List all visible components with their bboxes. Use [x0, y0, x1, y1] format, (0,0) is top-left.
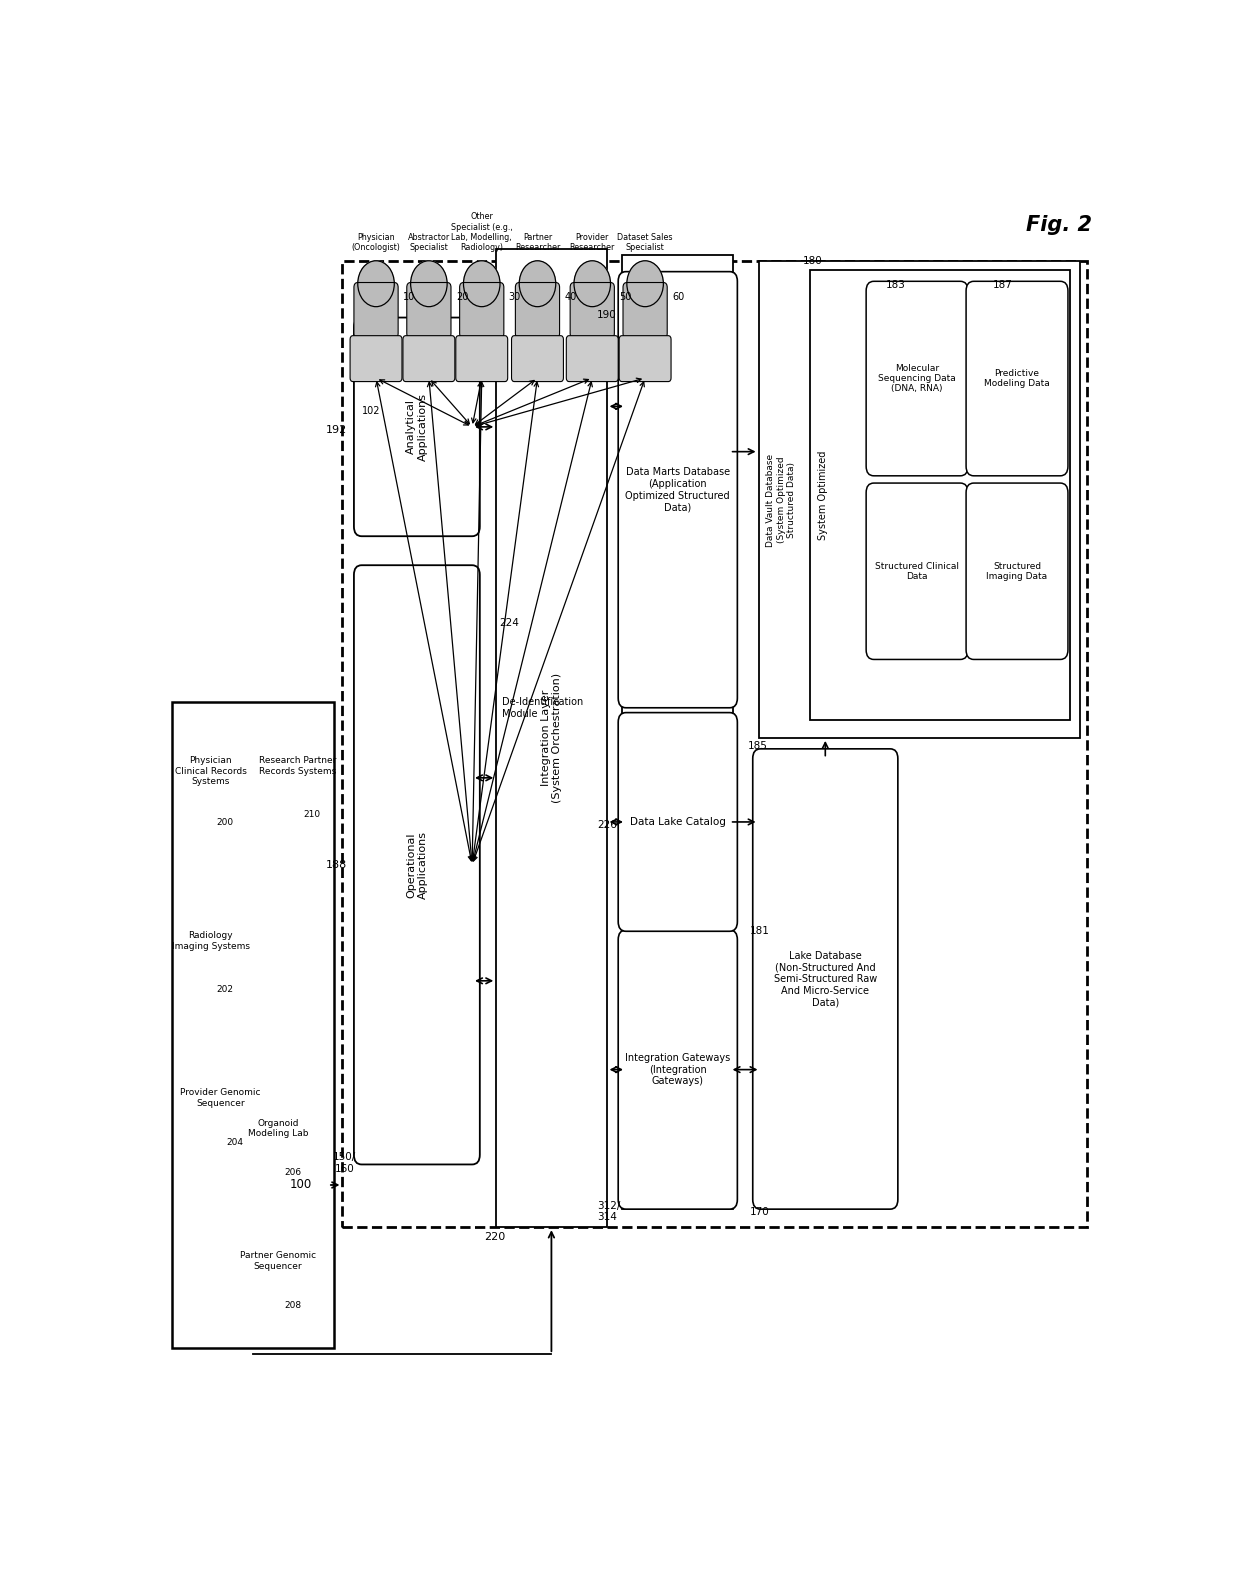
Text: Predictive
Modeling Data: Predictive Modeling Data — [985, 369, 1050, 388]
Text: Structured
Imaging Data: Structured Imaging Data — [987, 562, 1048, 581]
Text: Radiology
Imaging Systems: Radiology Imaging Systems — [171, 932, 249, 951]
Text: De-Identification
Module: De-Identification Module — [502, 697, 583, 719]
Text: Molecular
Sequencing Data
(DNA, RNA): Molecular Sequencing Data (DNA, RNA) — [878, 364, 956, 394]
Text: 226: 226 — [596, 821, 618, 830]
Text: Analytical
Applications: Analytical Applications — [405, 392, 428, 461]
Text: 210: 210 — [303, 810, 320, 819]
FancyBboxPatch shape — [619, 271, 738, 708]
Circle shape — [574, 260, 610, 306]
Text: Structured Clinical
Data: Structured Clinical Data — [875, 562, 959, 581]
Text: Dataset Sales
Specialist: Dataset Sales Specialist — [618, 232, 673, 253]
Text: 180: 180 — [802, 256, 822, 265]
Text: Research Partner
Records Systems: Research Partner Records Systems — [259, 756, 336, 775]
FancyBboxPatch shape — [753, 748, 898, 1210]
Text: 202: 202 — [217, 985, 233, 993]
FancyBboxPatch shape — [619, 336, 671, 381]
Text: 100: 100 — [290, 1178, 311, 1191]
Bar — [759, 260, 1080, 737]
FancyBboxPatch shape — [619, 712, 738, 932]
Text: System Optimized: System Optimized — [818, 450, 828, 540]
Text: Partner Genomic
Sequencer: Partner Genomic Sequencer — [241, 1252, 316, 1271]
Circle shape — [520, 260, 556, 306]
Text: 50: 50 — [619, 292, 631, 301]
Text: Partner
Researcher: Partner Researcher — [515, 232, 560, 253]
Text: 192: 192 — [326, 425, 347, 435]
Circle shape — [627, 260, 663, 306]
Text: 181: 181 — [750, 926, 770, 937]
FancyBboxPatch shape — [619, 930, 738, 1210]
Bar — [172, 701, 334, 1348]
FancyBboxPatch shape — [353, 317, 480, 537]
Text: 224: 224 — [498, 618, 518, 628]
FancyBboxPatch shape — [456, 336, 507, 381]
FancyBboxPatch shape — [353, 282, 398, 337]
Text: 60: 60 — [672, 292, 684, 301]
Text: Abstractor
Specialist: Abstractor Specialist — [408, 232, 450, 253]
Text: 170: 170 — [750, 1207, 770, 1216]
Text: 200: 200 — [217, 817, 233, 827]
Text: Physician
(Oncologist): Physician (Oncologist) — [352, 232, 401, 253]
Text: Lake Database
(Non-Structured And
Semi-Structured Raw
And Micro-Service
Data): Lake Database (Non-Structured And Semi-S… — [774, 951, 877, 1007]
FancyBboxPatch shape — [866, 483, 968, 659]
Text: 204: 204 — [226, 1138, 243, 1147]
FancyBboxPatch shape — [966, 483, 1068, 659]
Text: Other
Specialist (e.g.,
Lab, Modelling,
Radiology): Other Specialist (e.g., Lab, Modelling, … — [451, 212, 512, 253]
FancyBboxPatch shape — [567, 336, 619, 381]
Text: Integration Gateways
(Integration
Gateways): Integration Gateways (Integration Gatewa… — [625, 1053, 730, 1086]
FancyBboxPatch shape — [353, 565, 480, 1164]
Text: 188: 188 — [326, 860, 347, 869]
FancyBboxPatch shape — [516, 282, 559, 337]
Text: 206: 206 — [284, 1169, 301, 1177]
Text: 30: 30 — [508, 292, 521, 301]
FancyBboxPatch shape — [622, 282, 667, 337]
Text: Data Marts Database
(Application
Optimized Structured
Data): Data Marts Database (Application Optimiz… — [625, 468, 730, 511]
FancyBboxPatch shape — [866, 281, 968, 475]
Text: 183: 183 — [885, 279, 905, 290]
Circle shape — [358, 260, 394, 306]
Circle shape — [410, 260, 448, 306]
FancyBboxPatch shape — [512, 336, 563, 381]
Text: Organoid
Modeling Lab: Organoid Modeling Lab — [248, 1119, 309, 1138]
Text: 10: 10 — [403, 292, 415, 301]
Circle shape — [464, 260, 500, 306]
FancyBboxPatch shape — [407, 282, 451, 337]
Text: 208: 208 — [284, 1301, 301, 1310]
Bar — [811, 270, 1070, 720]
Text: Fig. 2: Fig. 2 — [1025, 215, 1092, 235]
Text: Data Lake Catalog: Data Lake Catalog — [630, 817, 725, 827]
Text: 220: 220 — [484, 1232, 505, 1243]
Text: Operational
Applications: Operational Applications — [405, 832, 428, 899]
Text: 40: 40 — [564, 292, 577, 301]
Text: 102: 102 — [362, 406, 381, 416]
Text: 150/
160: 150/ 160 — [332, 1153, 356, 1174]
Text: Integration Layer
(System Orchestration): Integration Layer (System Orchestration) — [541, 673, 562, 803]
Text: 312/
314: 312/ 314 — [596, 1200, 620, 1222]
Text: Provider
Researcher: Provider Researcher — [569, 232, 615, 253]
Text: Provider Genomic
Sequencer: Provider Genomic Sequencer — [180, 1089, 260, 1108]
FancyBboxPatch shape — [460, 282, 503, 337]
FancyBboxPatch shape — [403, 336, 455, 381]
Text: 190: 190 — [596, 311, 616, 320]
Bar — [622, 254, 733, 1210]
Text: 187: 187 — [993, 279, 1013, 290]
FancyBboxPatch shape — [570, 282, 614, 337]
FancyBboxPatch shape — [966, 281, 1068, 475]
Text: 185: 185 — [748, 742, 768, 752]
FancyBboxPatch shape — [350, 336, 402, 381]
Text: Physician
Clinical Records
Systems: Physician Clinical Records Systems — [175, 756, 247, 786]
Bar — [496, 248, 606, 1227]
Bar — [342, 260, 1087, 1227]
Text: 20: 20 — [456, 292, 469, 301]
Text: Data Vault Database
(System Optimized
Structured Data): Data Vault Database (System Optimized St… — [766, 453, 796, 546]
